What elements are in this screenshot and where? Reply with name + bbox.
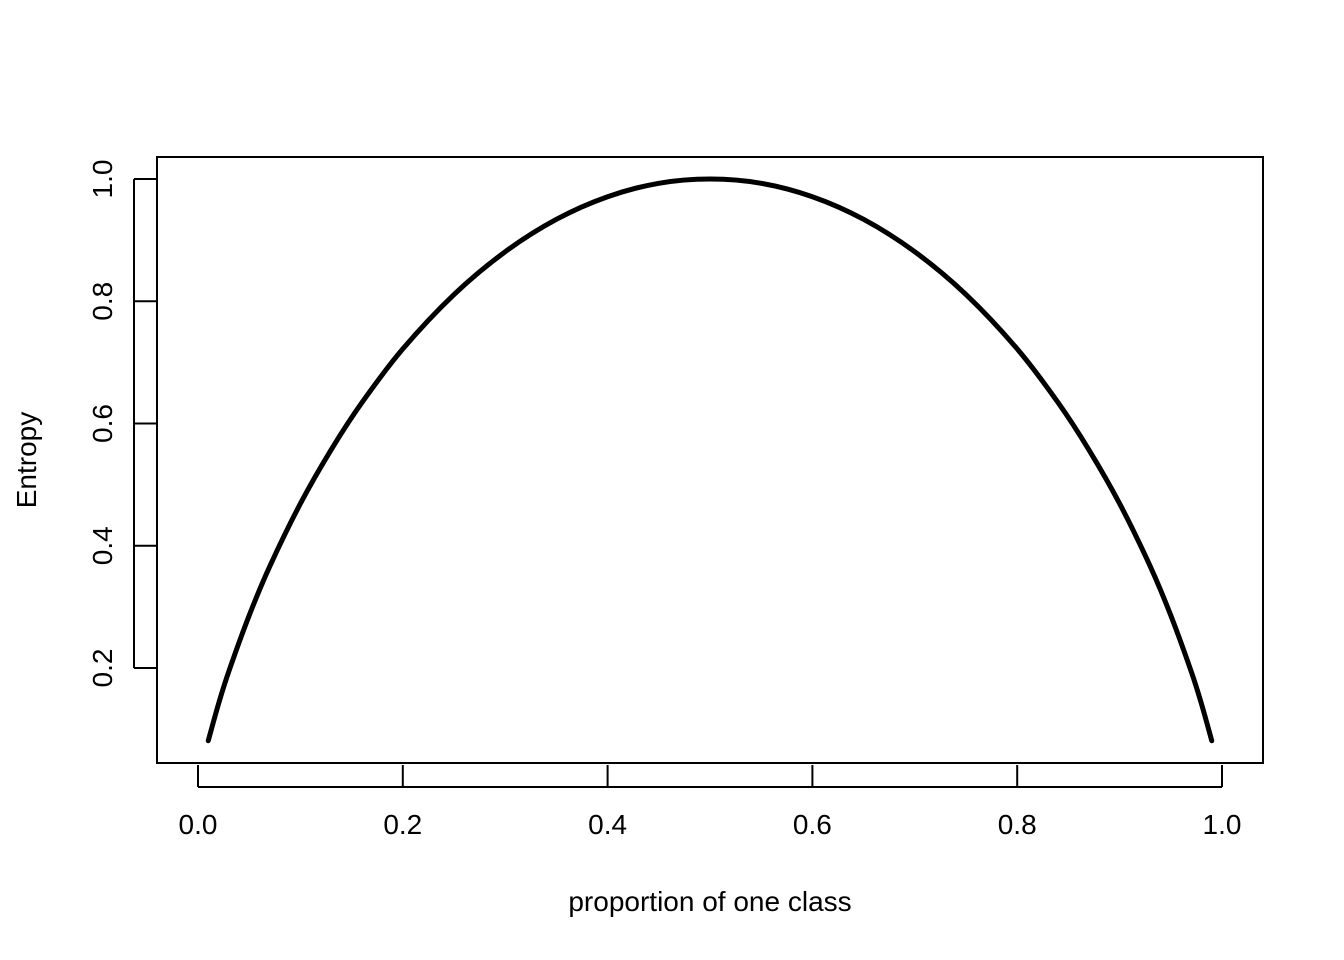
y-tick-label: 0.6 <box>87 404 118 443</box>
x-tick-label: 1.0 <box>1203 809 1242 840</box>
y-tick-label: 0.4 <box>87 526 118 565</box>
y-tick-label: 0.2 <box>87 649 118 688</box>
x-tick-label: 0.8 <box>998 809 1037 840</box>
y-tick-label: 0.8 <box>87 282 118 321</box>
y-axis: 0.2 0.4 0.6 0.8 1.0 <box>87 160 156 688</box>
x-tick-label: 0.6 <box>793 809 832 840</box>
y-tick-label: 1.0 <box>87 160 118 199</box>
x-tick-label: 0.2 <box>383 809 422 840</box>
y-axis-title: Entropy <box>11 412 42 509</box>
entropy-curve <box>205 176 1215 744</box>
x-tick-label: 0.4 <box>588 809 627 840</box>
x-tick-label: 0.0 <box>179 809 218 840</box>
x-axis-title: proportion of one class <box>568 886 851 917</box>
series-layer <box>205 176 1215 744</box>
plot-frame <box>156 156 1264 764</box>
x-axis: 0.0 0.2 0.4 0.6 0.8 1.0 <box>179 765 1242 840</box>
